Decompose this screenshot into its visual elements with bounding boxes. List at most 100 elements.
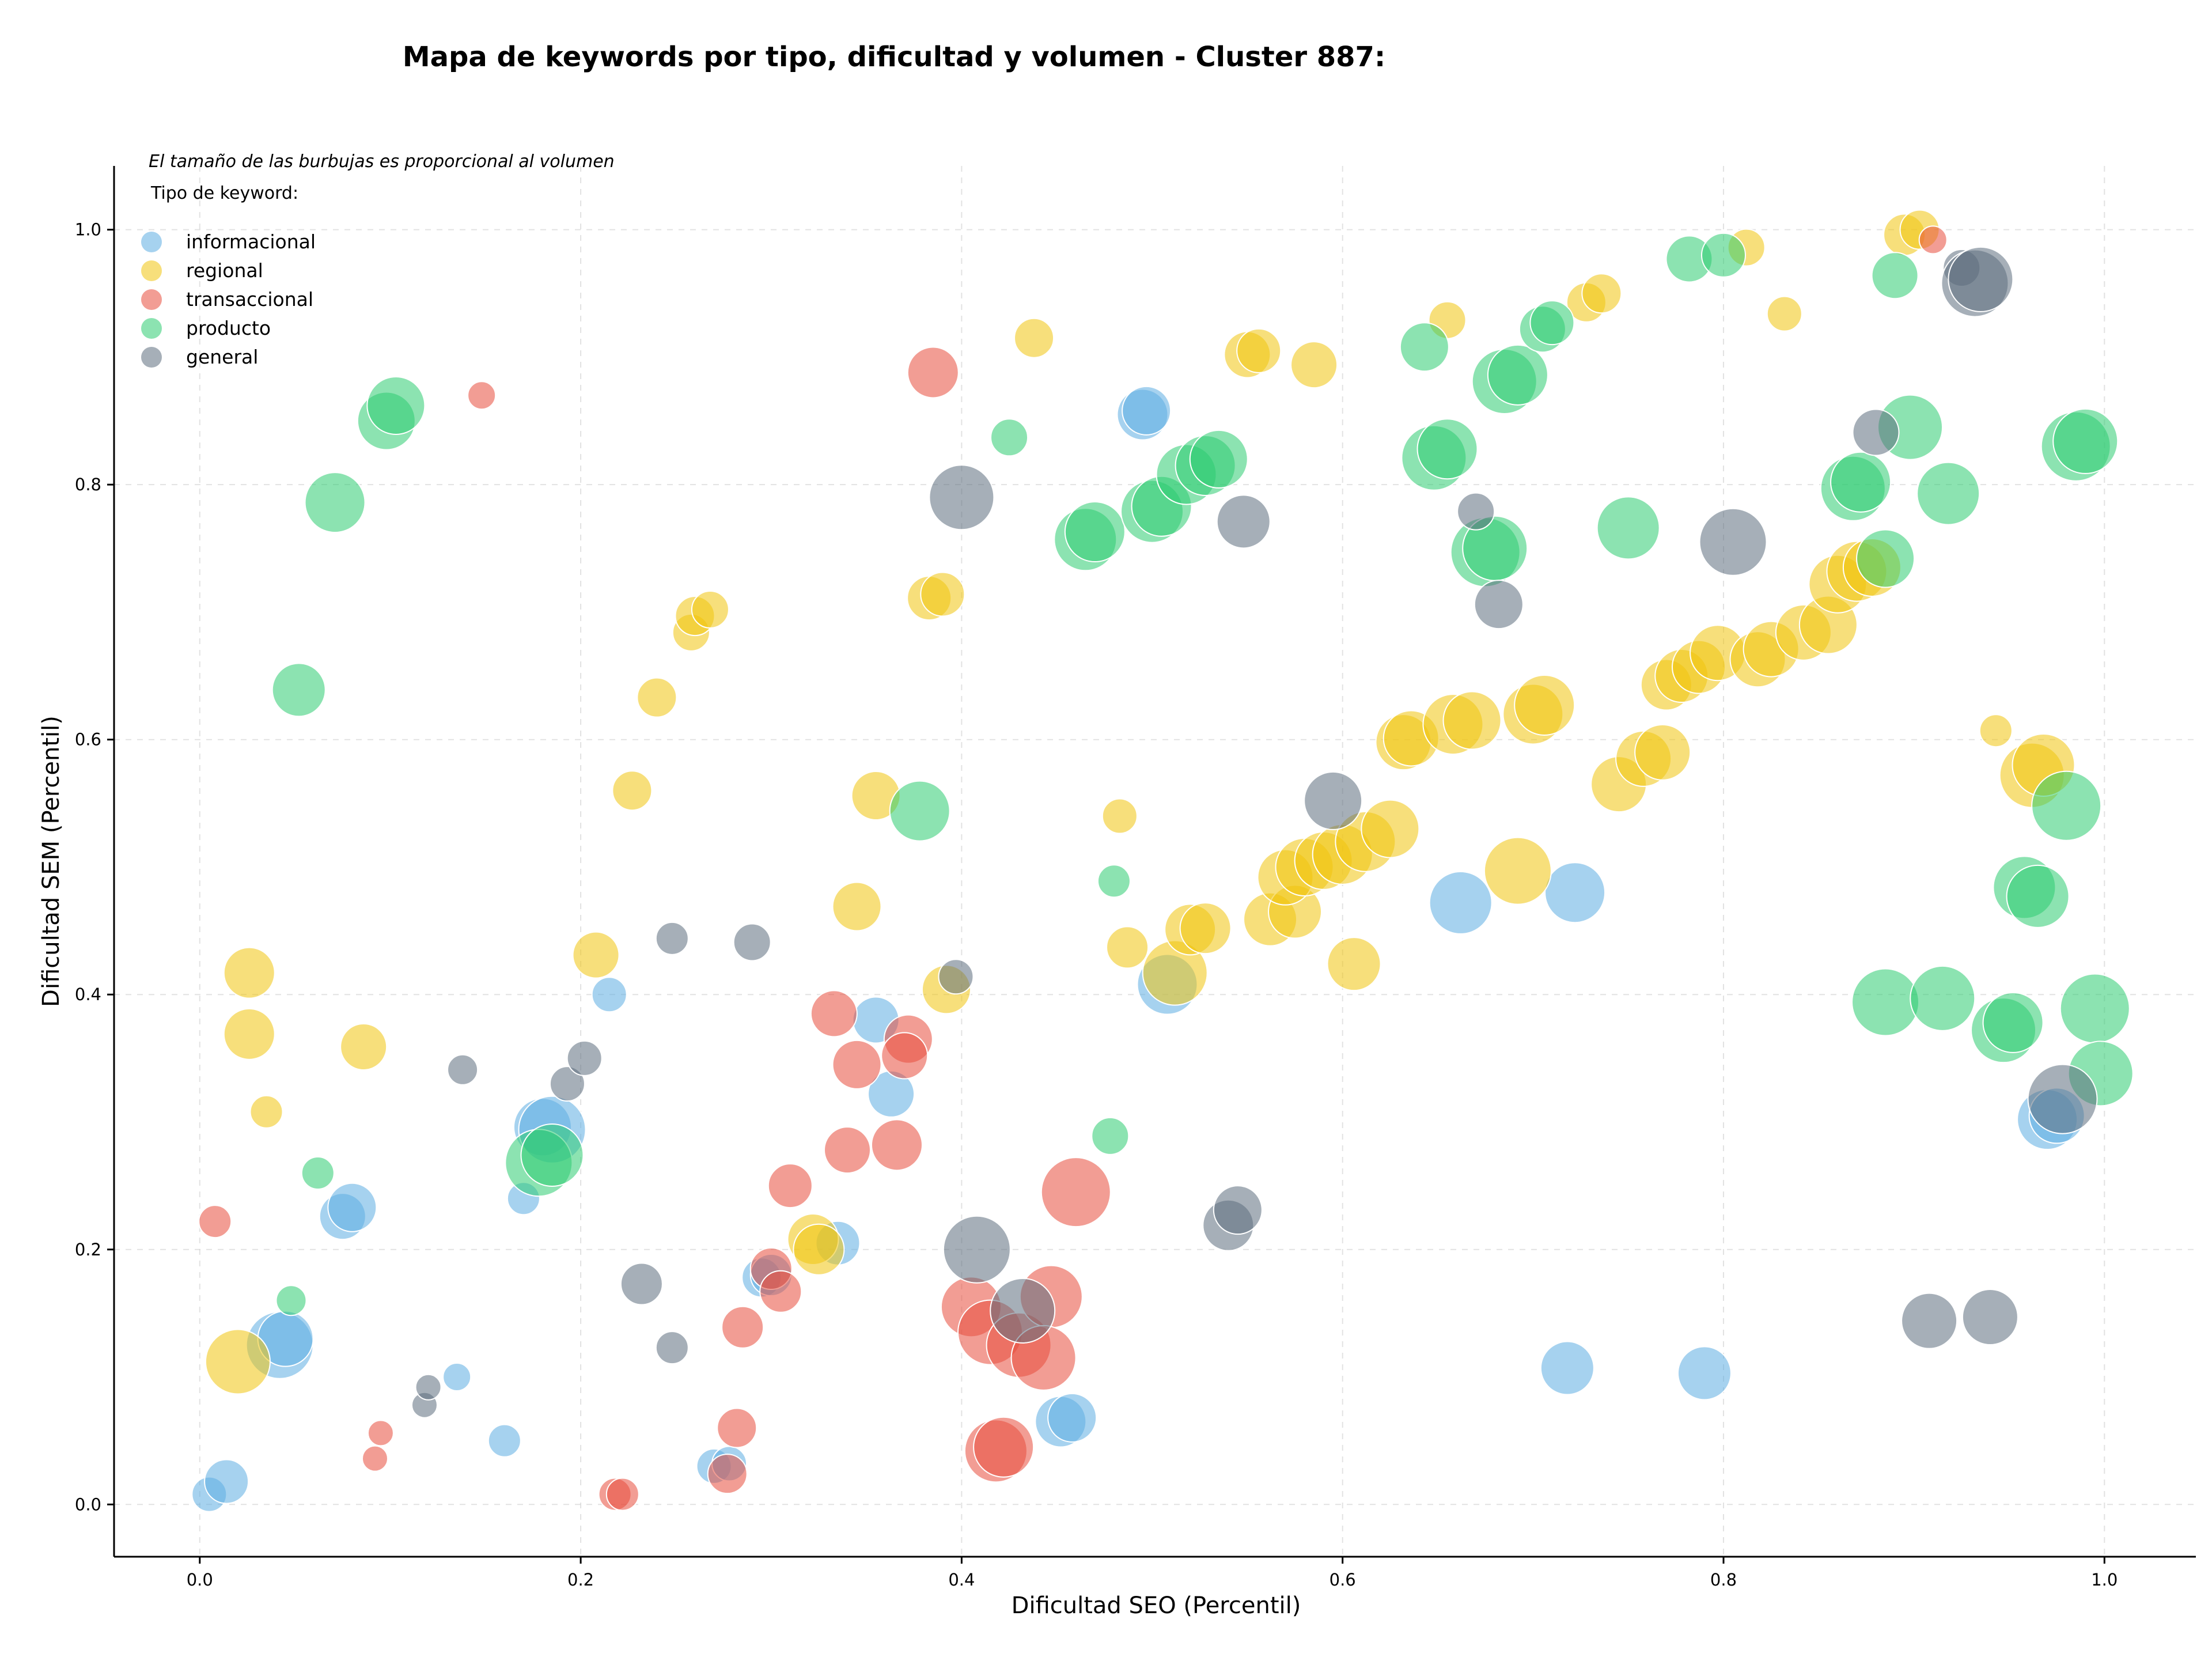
y-tick-label: 0.0: [75, 1494, 101, 1514]
bubble-transaccional: [870, 1119, 923, 1171]
bubble-regional: [1014, 317, 1055, 358]
bubble-producto: [1487, 344, 1548, 406]
bubble-informacional: [1429, 871, 1493, 934]
x-axis-label: Dificultad SEO (Percentil): [1012, 1592, 1301, 1619]
bubble-transaccional: [605, 1477, 639, 1511]
bubble-producto: [1596, 496, 1660, 560]
bubble-producto: [275, 1285, 307, 1316]
y-tick-label: 1.0: [75, 220, 101, 240]
bubble-general: [1699, 508, 1767, 576]
bubble-informacional: [204, 1459, 249, 1504]
bubble-regional: [1179, 902, 1232, 955]
bubble-general: [938, 959, 974, 995]
bubble-regional: [340, 1023, 388, 1070]
bubble-general: [447, 1054, 479, 1085]
bubble-producto: [2031, 770, 2102, 841]
series-transaccional: [198, 225, 1948, 1511]
y-tick-label: 0.2: [75, 1240, 101, 1259]
legend-title: Tipo de keyword:: [150, 183, 298, 203]
bubble-informacional: [327, 1182, 377, 1232]
legend-marker-general: [141, 347, 162, 368]
bubble-producto: [2052, 408, 2119, 474]
bubble-regional: [612, 770, 653, 811]
bubble-general: [1948, 246, 2014, 312]
bubble-producto: [1830, 451, 1892, 513]
bubble-regional: [1442, 691, 1502, 750]
bubble-regional: [637, 677, 677, 718]
bubble-transaccional: [361, 1445, 388, 1472]
chart-title: Mapa de keywords por tipo, dificultad y …: [403, 41, 1385, 73]
bubble-transaccional: [767, 1163, 813, 1209]
bubble-regional: [793, 1223, 845, 1276]
x-tick-label: 0.4: [948, 1570, 975, 1590]
bubble-regional: [1766, 296, 1802, 332]
bubble-producto: [1416, 418, 1478, 480]
bubble-size-note: El tamaño de las burbujas es proporciona…: [149, 152, 615, 172]
legend-marker-regional: [141, 260, 162, 281]
bubble-transaccional: [198, 1205, 232, 1239]
bubble-transaccional: [881, 1032, 929, 1080]
bubble-producto: [271, 663, 326, 717]
bubble-regional: [223, 947, 275, 999]
bubble-informacional: [591, 977, 627, 1013]
bubble-regional: [1979, 714, 2013, 748]
bubble-regional: [920, 572, 965, 617]
bubble-general: [2027, 1064, 2098, 1134]
bubble-producto: [1189, 429, 1248, 489]
bubble-general: [566, 1040, 603, 1076]
bubble-regional: [223, 1008, 275, 1060]
bubble-transaccional: [1040, 1157, 1111, 1228]
bubble-regional: [1483, 837, 1552, 905]
bubble-general: [1216, 494, 1271, 549]
bubble-general: [549, 1066, 585, 1102]
bubble-producto: [2006, 864, 2070, 928]
bubble-general: [415, 1374, 442, 1401]
bubble-transaccional: [717, 1408, 757, 1448]
bubble-producto: [1856, 529, 1915, 588]
bubble-transaccional: [759, 1270, 802, 1313]
bubble-general: [1474, 580, 1524, 630]
bubble-transaccional: [824, 1126, 872, 1174]
bubble-informacional: [487, 1424, 521, 1458]
bubble-general: [1213, 1185, 1263, 1235]
legend-label-general: general: [186, 346, 258, 368]
bubble-informacional: [442, 1363, 472, 1392]
legend-marker-producto: [141, 318, 162, 339]
x-tick-label: 1.0: [2091, 1570, 2118, 1590]
bubble-producto: [1916, 461, 1980, 525]
bubble-regional: [1514, 674, 1575, 736]
bubble-producto: [1091, 1117, 1130, 1155]
bubble-general: [1457, 492, 1495, 531]
bubble-transaccional: [707, 1454, 748, 1494]
bubble-producto: [990, 418, 1029, 457]
bubble-transaccional: [721, 1306, 764, 1349]
x-tick-label: 0.6: [1330, 1570, 1356, 1590]
bubble-producto: [301, 1156, 335, 1190]
bubble-producto: [1851, 968, 1920, 1036]
bubble-producto: [1064, 501, 1126, 563]
legend-label-informacional: informacional: [186, 230, 316, 253]
bubbles: [191, 209, 2134, 1512]
x-tick-label: 0.8: [1710, 1570, 1737, 1590]
series-regional: [204, 209, 2075, 1395]
bubble-producto: [520, 1123, 584, 1187]
bubble-regional: [572, 931, 620, 979]
bubble-informacional: [1677, 1346, 1732, 1401]
legend-label-producto: producto: [186, 317, 271, 339]
bubble-informacional: [1122, 385, 1172, 436]
x-tick-label: 0.2: [567, 1570, 594, 1590]
legend-marker-transaccional: [141, 289, 162, 310]
bubble-general: [942, 1215, 1011, 1284]
bubble-general: [655, 921, 689, 955]
bubble-regional: [249, 1095, 283, 1129]
bubble-producto: [1097, 864, 1131, 898]
bubble-general: [1304, 771, 1363, 830]
bubble-regional: [204, 1329, 271, 1395]
bubble-regional: [1634, 724, 1691, 781]
bubble-producto: [1982, 992, 2044, 1053]
bubble-producto: [304, 472, 366, 534]
bubble-transaccional: [467, 381, 497, 410]
bubble-producto: [889, 780, 950, 842]
bubble-regional: [1106, 926, 1149, 969]
series-general: [411, 246, 2098, 1418]
